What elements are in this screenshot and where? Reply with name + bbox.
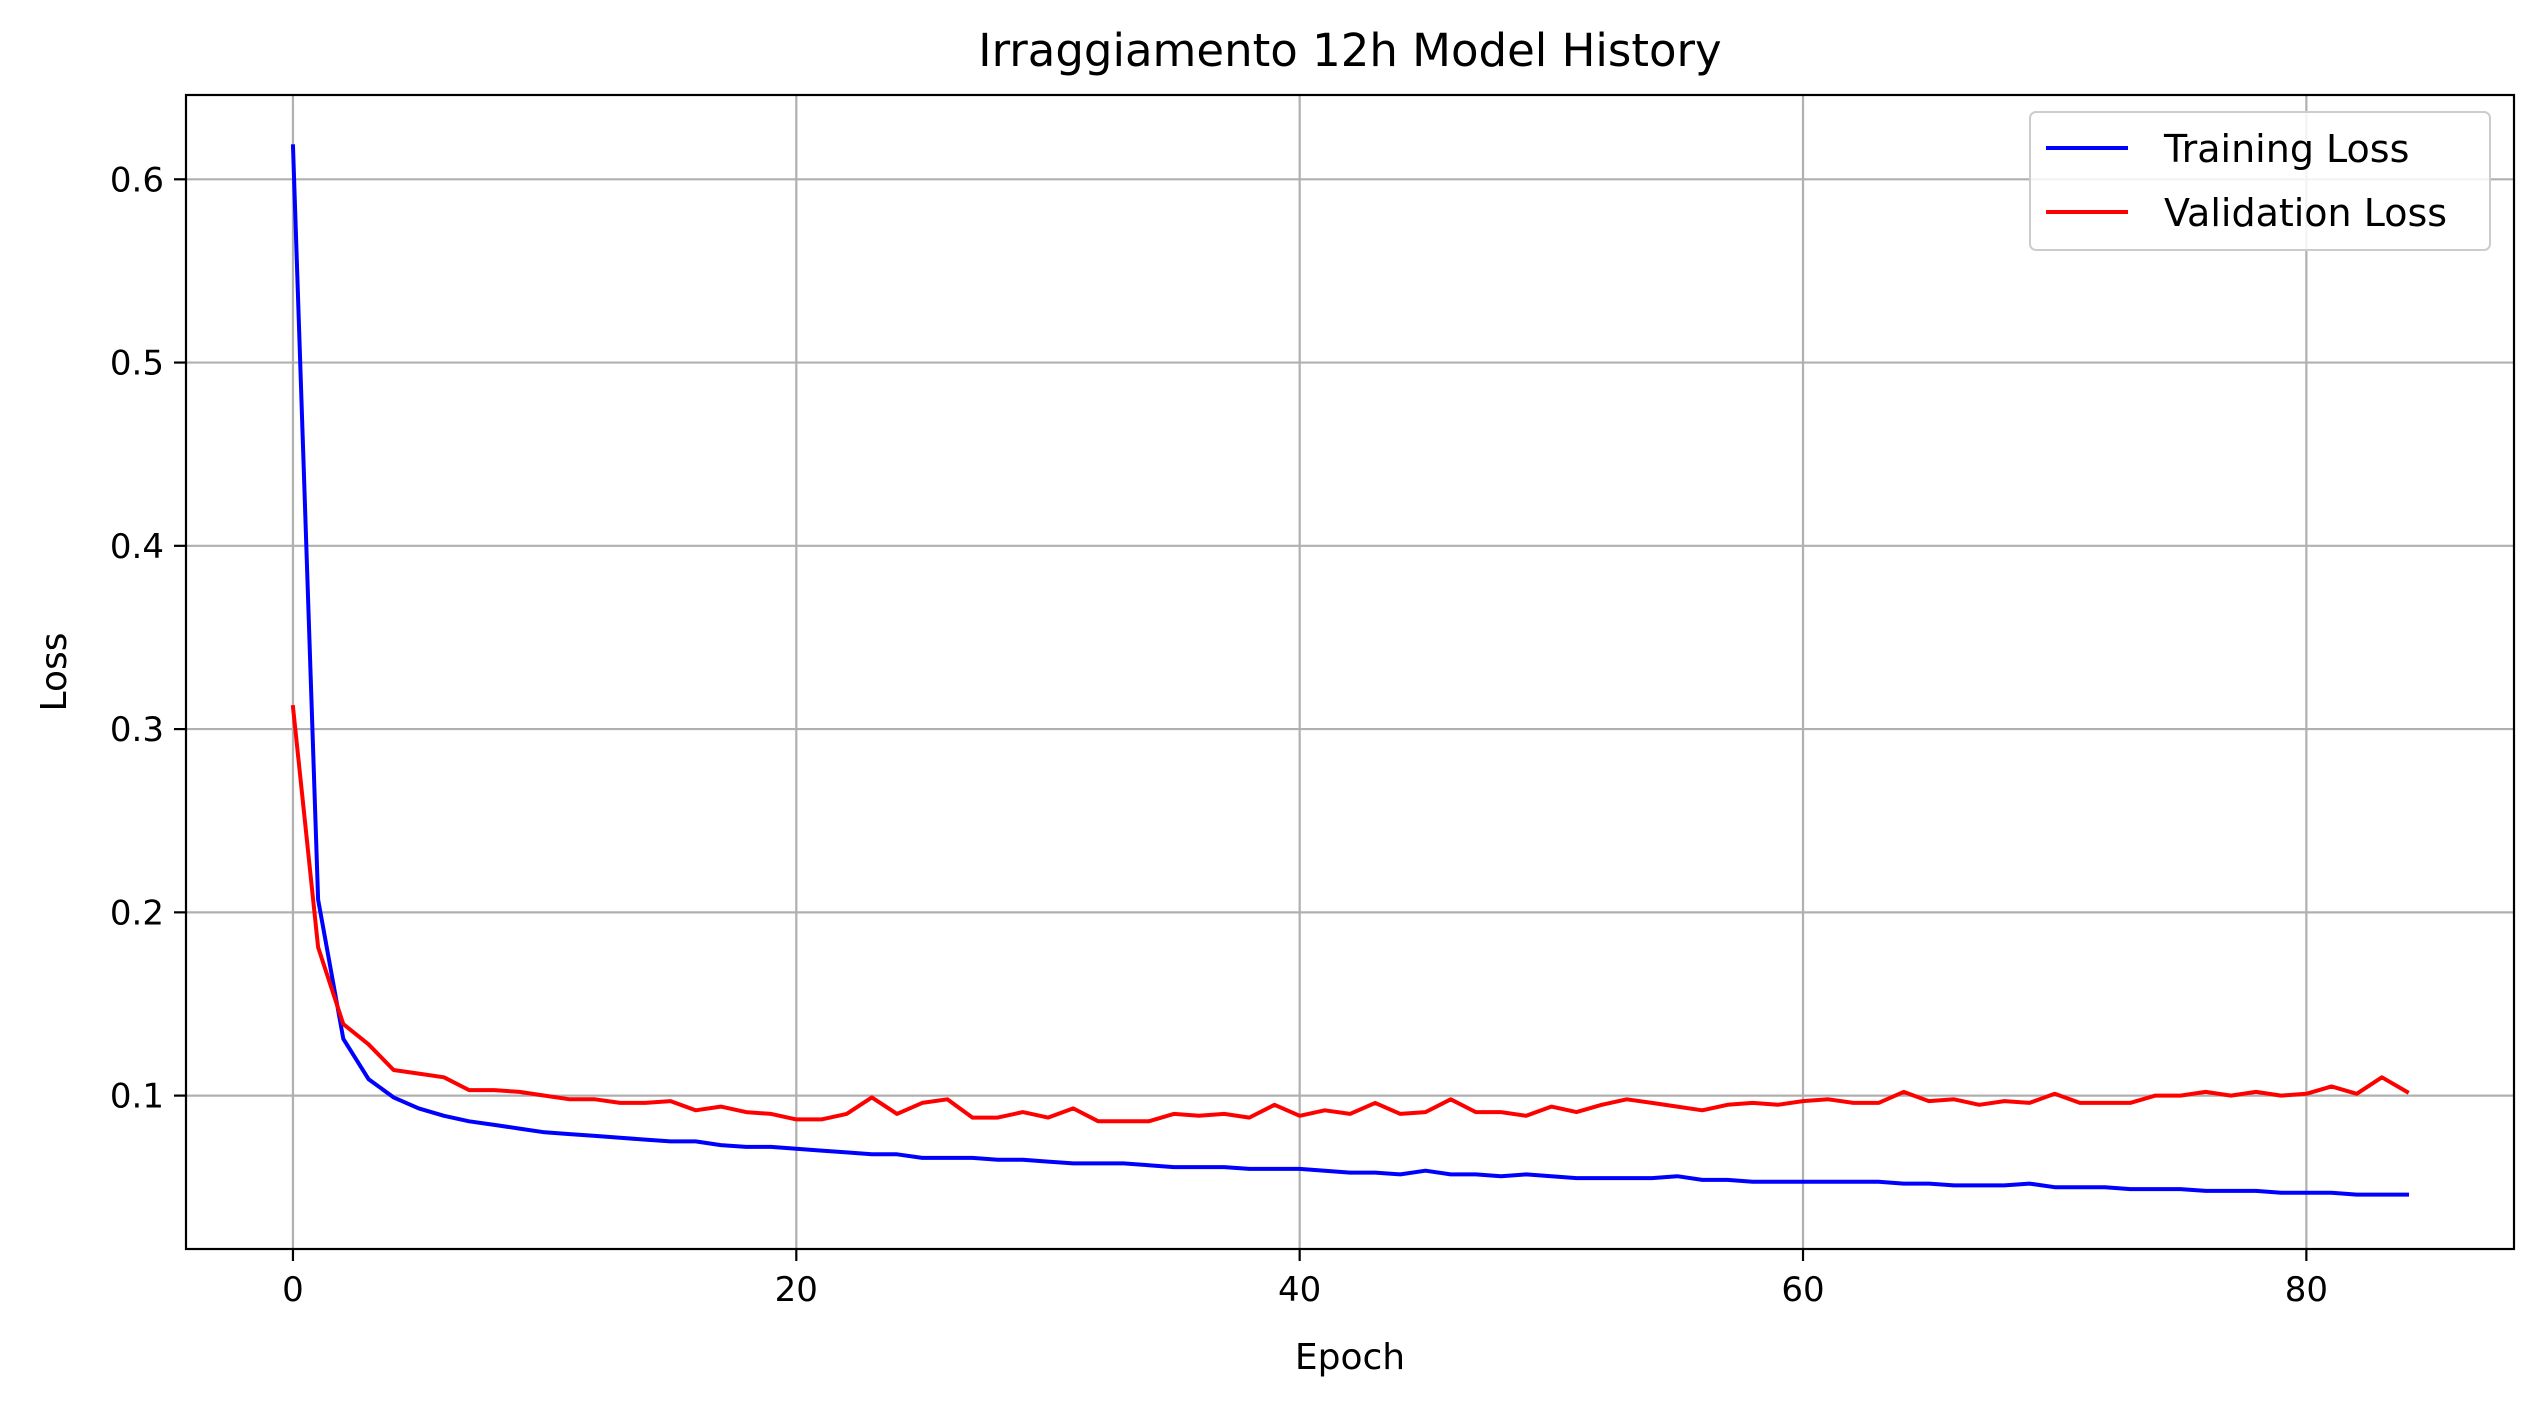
x-tick-label: 80 [2285, 1270, 2328, 1310]
x-axis-ticks: 0 20 40 60 80 [282, 1249, 2328, 1310]
x-tick-label: 0 [282, 1270, 304, 1310]
y-tick-label: 0.5 [110, 344, 164, 384]
legend-box [2029, 111, 2491, 251]
series-lines [290, 144, 2410, 1197]
chart-title: Irraggiamento 12h Model History [978, 24, 1721, 77]
y-tick-label: 0.6 [110, 160, 164, 200]
x-tick-label: 40 [1278, 1270, 1321, 1310]
legend: Training Loss Validation Loss [2029, 111, 2491, 251]
validation-loss-line [290, 704, 2410, 1124]
y-tick-label: 0.2 [110, 893, 164, 933]
plot-frame [184, 93, 2516, 1251]
y-axis-label: Loss [34, 633, 75, 712]
x-axis-label: Epoch [1295, 1337, 1405, 1378]
y-tick-label: 0.4 [110, 527, 164, 567]
legend-label-validation: Validation Loss [2164, 191, 2447, 235]
x-tick-label: 60 [1781, 1270, 1824, 1310]
training-loss-line [290, 144, 2409, 1197]
x-gridlines [291, 95, 2308, 1249]
legend-label-training: Training Loss [2163, 127, 2409, 171]
y-tick-label: 0.3 [110, 710, 164, 750]
y-tick-label: 0.1 [110, 1077, 164, 1117]
x-tick-label: 20 [775, 1270, 818, 1310]
y-axis-ticks: 0.1 0.2 0.3 0.4 0.5 0.6 [110, 160, 186, 1117]
